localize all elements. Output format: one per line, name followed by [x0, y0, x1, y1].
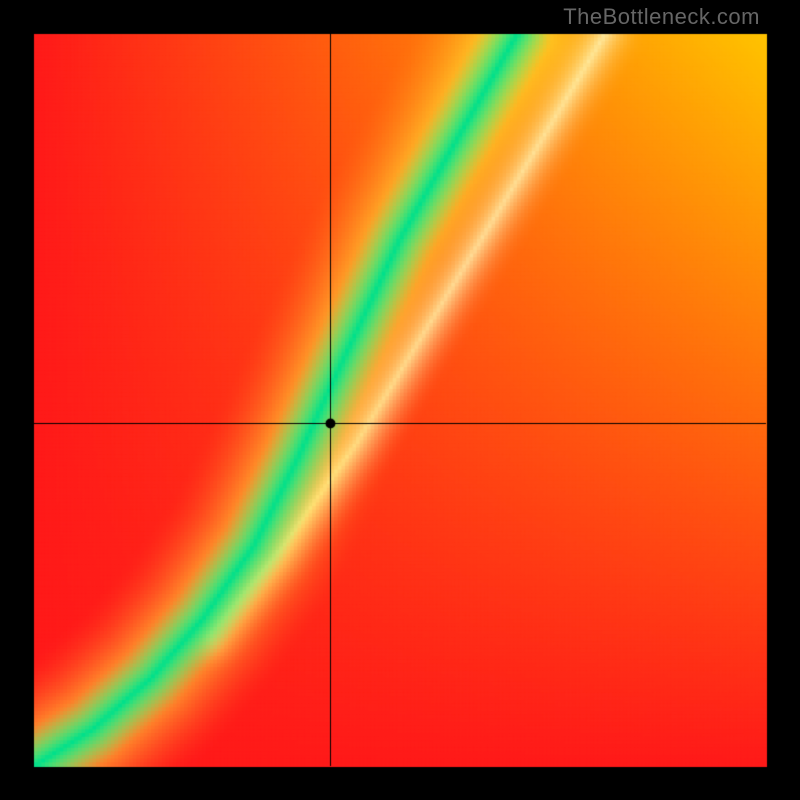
chart-container: TheBottleneck.com [0, 0, 800, 800]
watermark-text: TheBottleneck.com [563, 4, 760, 30]
bottleneck-heatmap [0, 0, 800, 800]
